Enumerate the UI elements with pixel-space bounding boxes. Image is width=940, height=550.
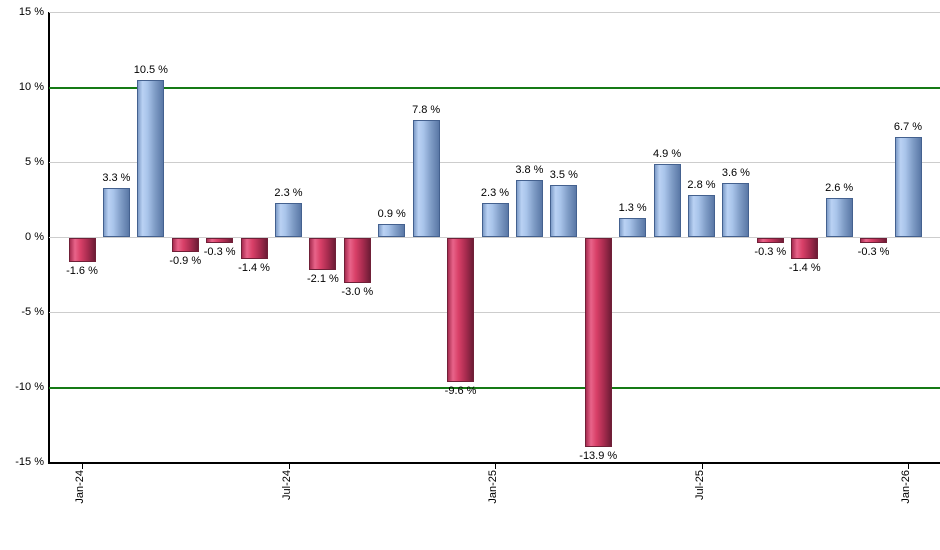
bar-value-label: -13.9 % (579, 449, 618, 462)
bar-value-label: -0.3 % (754, 245, 787, 258)
x-axis-tick-label: Jan-24 (74, 470, 86, 504)
gridline-15 (49, 12, 940, 13)
bar[interactable] (619, 217, 647, 237)
y-axis-tick-label: 0 % (25, 231, 44, 243)
bar-value-label: 3.6 % (721, 167, 750, 179)
bar-value-label: 3.3 % (102, 171, 131, 184)
bar[interactable] (309, 238, 337, 270)
bar[interactable] (481, 202, 509, 237)
x-axis-tick (701, 463, 703, 469)
bar-value-label: 2.6 % (825, 182, 854, 194)
threshold-line--10 (49, 386, 940, 389)
bar[interactable] (206, 238, 234, 243)
y-axis-tick-label: -10 % (15, 381, 44, 393)
x-axis-tick (908, 463, 909, 469)
bar-value-label: 2.8 % (687, 179, 716, 191)
x-axis-tick-label: Jan-25 (487, 470, 499, 504)
bar[interactable] (378, 223, 406, 237)
x-axis-tick (82, 463, 83, 469)
bar-value-label: -1.4 % (788, 262, 821, 274)
gridline-0 (49, 237, 940, 238)
bar[interactable] (688, 195, 715, 237)
bar[interactable] (722, 183, 750, 237)
bar-value-label: 3.5 % (549, 168, 578, 181)
x-axis-tick (495, 463, 496, 469)
bar[interactable] (68, 238, 96, 262)
x-axis-tick-label: Jul-25 (693, 470, 706, 500)
y-axis-tick-label: -15 % (15, 456, 44, 468)
bar[interactable] (653, 163, 681, 237)
bar[interactable] (240, 238, 268, 259)
gridline-5 (49, 162, 940, 163)
x-axis-tick (288, 463, 290, 469)
bar-value-label: 1.3 % (618, 201, 647, 214)
y-axis-tick-label: -5 % (21, 306, 44, 318)
bar-value-label: -9.6 % (444, 385, 477, 397)
bar[interactable] (102, 187, 130, 237)
bar-value-label: -3.0 % (341, 286, 374, 298)
bar[interactable] (171, 238, 199, 252)
bar[interactable] (860, 238, 888, 243)
y-axis-tick-label: 15 % (18, 6, 44, 18)
bar-value-label: -1.6 % (66, 265, 98, 277)
bar[interactable] (894, 136, 922, 237)
y-axis-line (48, 12, 50, 464)
bar-value-label: 0.9 % (377, 207, 406, 220)
bar[interactable] (791, 238, 819, 259)
bar-value-label: 4.9 % (653, 147, 682, 160)
y-axis-tick-label: 10 % (18, 81, 44, 93)
gridline--5 (49, 312, 940, 313)
bar[interactable] (412, 120, 440, 237)
bar-value-label: -0.3 % (857, 245, 890, 258)
bar[interactable] (447, 238, 475, 382)
x-axis-line (49, 461, 940, 464)
x-axis-tick-label: Jul-24 (280, 470, 293, 500)
bar-value-label: -0.9 % (169, 254, 202, 267)
bar[interactable] (275, 202, 302, 237)
bar-value-label: -2.1 % (307, 272, 339, 285)
bar[interactable] (825, 198, 853, 237)
threshold-line-10 (49, 86, 940, 89)
x-axis-tick-label: Jan-26 (900, 470, 912, 504)
y-axis-tick-label: 5 % (25, 156, 44, 168)
bar[interactable] (343, 238, 371, 283)
bar-value-label: 2.3 % (274, 186, 303, 199)
bar-value-label: 6.7 % (893, 120, 923, 133)
bar[interactable] (515, 180, 543, 237)
bar-value-label: -0.3 % (203, 245, 236, 258)
bar[interactable] (756, 238, 784, 243)
bar[interactable] (137, 79, 165, 237)
bar-value-label: -1.4 % (238, 262, 270, 274)
bar-value-label: 10.5 % (133, 63, 168, 76)
bar[interactable] (584, 238, 612, 447)
bar-value-label: 2.3 % (480, 186, 510, 199)
bar-value-label: 7.8 % (412, 104, 441, 116)
bar-value-label: 3.8 % (515, 164, 544, 176)
bar[interactable] (550, 184, 578, 237)
